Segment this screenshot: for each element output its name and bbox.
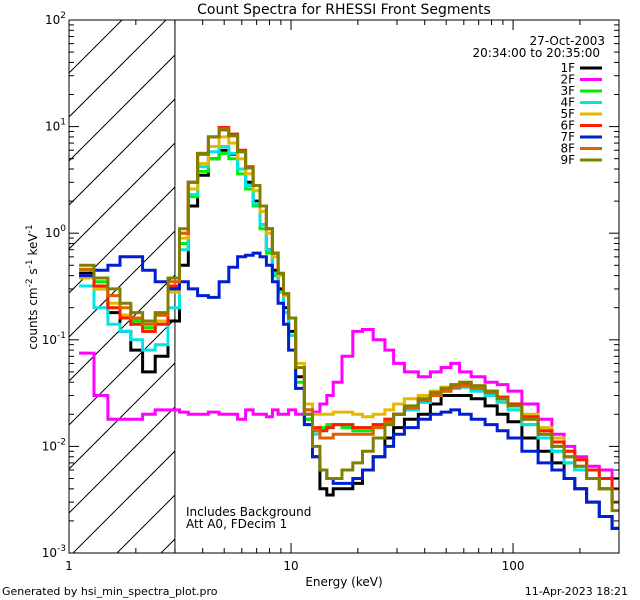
series-line-8F xyxy=(79,127,619,504)
y-tick-label: 102 xyxy=(45,11,66,27)
axis-ticks: 1 10 100 10-3 10-2 10-1 100 101 102 xyxy=(42,11,620,573)
series-line-2F xyxy=(79,328,619,480)
date-label: 27-Oct-2003 xyxy=(529,34,605,48)
legend-label-5F: 5F xyxy=(560,107,575,121)
legend-label-3F: 3F xyxy=(560,84,575,98)
x-tick-label: 10 xyxy=(283,559,298,573)
x-axis-label: Energy (keV) xyxy=(305,575,382,589)
y-tick-label: 10-3 xyxy=(42,544,66,560)
plot-frame xyxy=(68,19,620,554)
series-line-3F xyxy=(79,151,619,504)
legend-label-7F: 7F xyxy=(560,130,575,144)
annotation-background: Includes Background xyxy=(186,505,311,519)
series-line-9F xyxy=(79,128,619,513)
y-tick-label: 10-2 xyxy=(42,437,66,453)
time-range-label: 20:34:00 to 20:35:00 xyxy=(473,46,600,60)
legend-label-8F: 8F xyxy=(560,142,575,156)
series-group xyxy=(79,126,619,530)
annotation-attenuator: Att A0, FDecim 1 xyxy=(186,517,287,531)
x-tick-label: 1 xyxy=(65,559,73,573)
legend-label-4F: 4F xyxy=(560,96,575,110)
hatch-lines xyxy=(69,20,175,553)
y-axis-label: counts cm-2 s-1 keV-1 xyxy=(25,224,40,349)
legend-label-1F: 1F xyxy=(560,61,575,75)
legend-label-2F: 2F xyxy=(560,73,575,87)
y-tick-label: 10-1 xyxy=(42,331,66,347)
legend-label-9F: 9F xyxy=(560,153,575,167)
footer-timestamp: 11-Apr-2023 18:21 xyxy=(525,585,628,598)
footer-generated-by: Generated by hsi_min_spectra_plot.pro xyxy=(2,585,218,598)
chart-title: Count Spectra for RHESSI Front Segments xyxy=(197,2,491,18)
y-tick-label: 100 xyxy=(45,224,66,240)
legend-label-6F: 6F xyxy=(560,119,575,133)
y-tick-label: 101 xyxy=(45,118,66,134)
x-tick-label: 100 xyxy=(502,559,525,573)
